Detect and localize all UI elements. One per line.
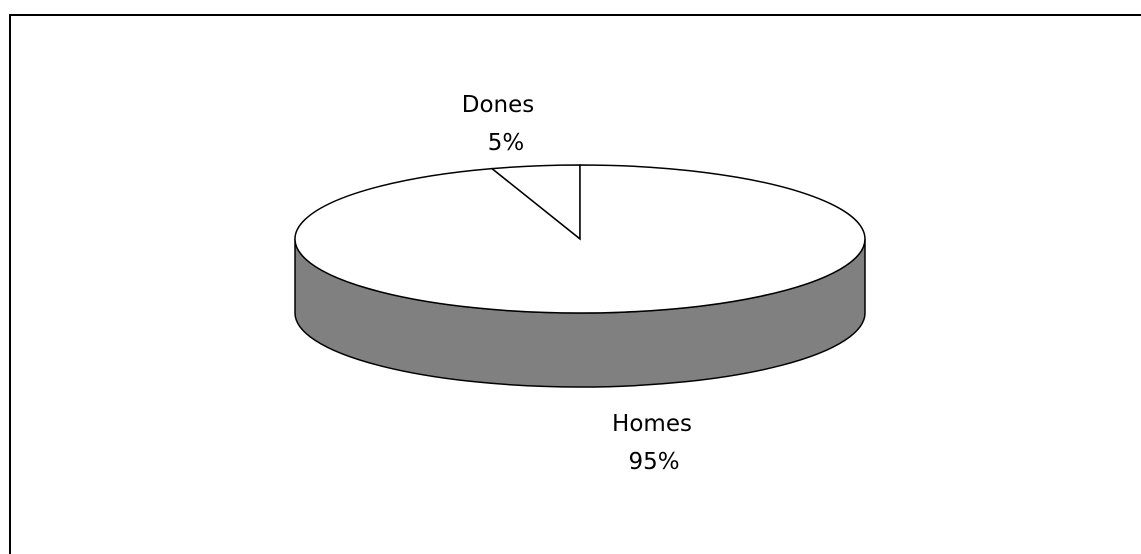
chart-frame [9,14,1141,554]
slice-label-homes: Homes [612,411,692,437]
pie-slice-homes [294,164,866,314]
slice-percent-dones: 5% [488,130,525,156]
slice-label-dones: Dones [462,92,535,118]
pie-chart: Dones 5% Homes 95% [294,92,866,475]
slice-percent-homes: 95% [628,449,679,475]
